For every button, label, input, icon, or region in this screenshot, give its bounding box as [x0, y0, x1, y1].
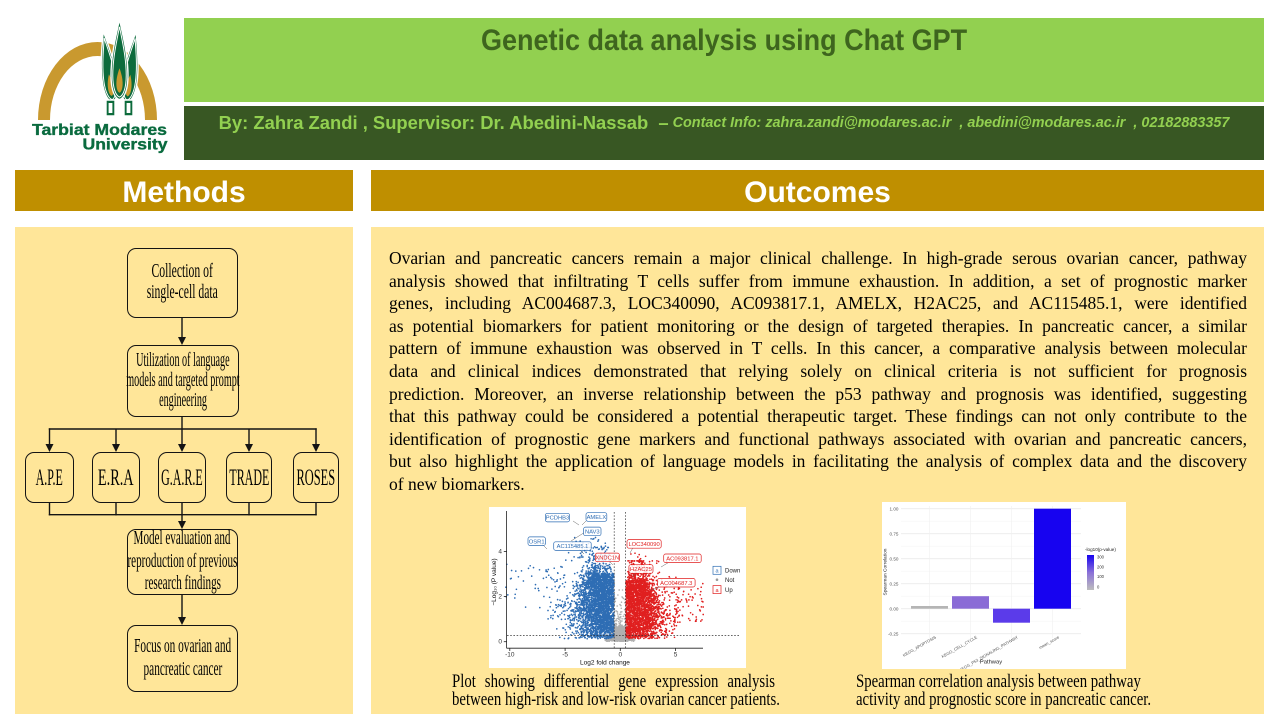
- svg-text:AC115485.1: AC115485.1: [557, 544, 589, 550]
- svg-text:AMELX: AMELX: [587, 515, 607, 521]
- svg-text:-0.25: -0.25: [888, 631, 899, 636]
- svg-text:0: 0: [1097, 585, 1100, 590]
- svg-text:Down: Down: [725, 569, 740, 575]
- svg-text:AC004687.3: AC004687.3: [660, 581, 692, 587]
- svg-text:−Log₁₀ (P value): −Log₁₀ (P value): [491, 558, 498, 605]
- svg-text:0: 0: [618, 652, 622, 659]
- svg-text:-10: -10: [505, 652, 515, 659]
- svg-text:0.00: 0.00: [890, 606, 899, 611]
- svg-text:Not: Not: [725, 578, 735, 584]
- svg-text:LOC340090: LOC340090: [628, 542, 659, 548]
- svg-text:0.50: 0.50: [890, 556, 899, 561]
- svg-text:-log10(p-value): -log10(p-value): [1085, 547, 1116, 552]
- svg-text:300: 300: [1097, 555, 1105, 560]
- svg-text:0: 0: [498, 639, 502, 646]
- svg-text:4: 4: [498, 549, 502, 556]
- svg-text:1.00: 1.00: [890, 506, 899, 511]
- svg-text:5: 5: [674, 652, 678, 659]
- svg-text:Spearman Correlation: Spearman Correlation: [883, 548, 889, 595]
- svg-text:Log2 fold change: Log2 fold change: [580, 660, 630, 667]
- svg-text:Up: Up: [725, 588, 733, 594]
- svg-text:a: a: [715, 569, 719, 575]
- svg-text:OSR1: OSR1: [529, 539, 545, 545]
- svg-text:200: 200: [1097, 564, 1105, 569]
- svg-text:2: 2: [498, 594, 502, 601]
- svg-text:-5: -5: [562, 652, 568, 659]
- svg-text:0.25: 0.25: [890, 581, 899, 586]
- svg-text:Tarbiat Modares: Tarbiat Modares: [32, 122, 167, 139]
- svg-text:NAV3: NAV3: [585, 530, 600, 536]
- svg-text:XNDC1N: XNDC1N: [595, 556, 619, 562]
- svg-text:0.75: 0.75: [890, 531, 899, 536]
- svg-text:PCDHB3: PCDHB3: [546, 516, 570, 522]
- svg-text:AC093817.1: AC093817.1: [666, 556, 698, 562]
- svg-text:a: a: [715, 588, 719, 594]
- svg-text:University: University: [83, 137, 169, 154]
- svg-text:Pathway: Pathway: [980, 660, 1002, 666]
- svg-text:100: 100: [1097, 574, 1105, 579]
- svg-text:H2AC25: H2AC25: [630, 567, 652, 573]
